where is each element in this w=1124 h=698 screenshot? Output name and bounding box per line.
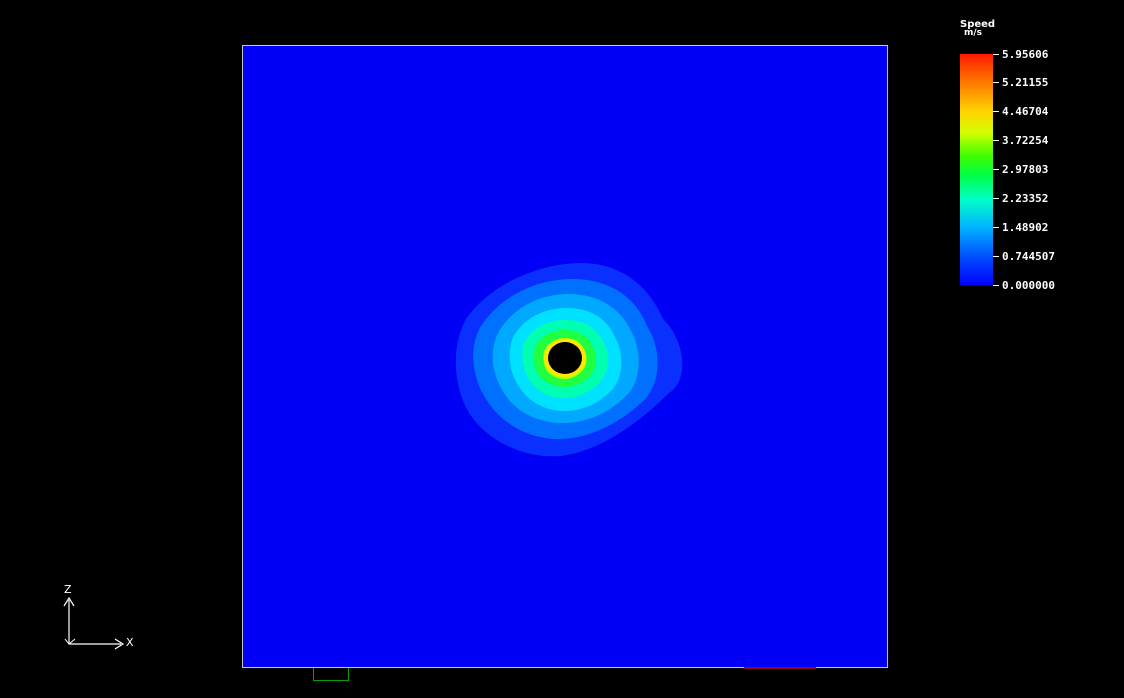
legend-unit: m/s bbox=[963, 28, 983, 38]
legend-label: 0.744507 bbox=[1002, 250, 1055, 263]
axis-triad: Z X bbox=[55, 578, 145, 658]
contour-svg bbox=[243, 46, 887, 667]
legend-label-max: 5.95606 bbox=[1002, 48, 1049, 61]
legend-label: 3.72254 bbox=[1002, 134, 1049, 147]
legend-tick bbox=[993, 227, 999, 228]
axis-triad-svg bbox=[63, 596, 125, 650]
legend-label: 1.48902 bbox=[1002, 221, 1049, 234]
legend-tick bbox=[993, 54, 999, 55]
y-axis-stub bbox=[64, 638, 76, 645]
legend-tick bbox=[993, 111, 999, 112]
legend-tick bbox=[993, 169, 999, 170]
x-axis-arrow bbox=[114, 638, 125, 650]
legend-label: 4.46704 bbox=[1002, 105, 1049, 118]
legend-label: 2.97803 bbox=[1002, 163, 1049, 176]
speed-contour-plot[interactable] bbox=[242, 45, 888, 668]
legend-label: 2.23352 bbox=[1002, 192, 1049, 205]
legend-title: Speed bbox=[960, 19, 996, 30]
legend-tick bbox=[993, 140, 999, 141]
contour-bands bbox=[455, 263, 683, 457]
legend-label: 5.21155 bbox=[1002, 76, 1049, 89]
outlet-boundary-marker bbox=[744, 667, 816, 669]
color-legend: Speed m/s 5.95606 5.21155 4.46704 3.7225… bbox=[950, 18, 1110, 298]
z-axis-arrow bbox=[63, 596, 75, 607]
inlet-boundary-marker bbox=[313, 668, 349, 681]
legend-label-min: 0.000000 bbox=[1002, 279, 1055, 292]
legend-tick bbox=[993, 256, 999, 257]
cylinder-obstacle bbox=[548, 342, 582, 374]
z-axis-label: Z bbox=[64, 583, 72, 596]
x-axis-label: X bbox=[126, 636, 134, 649]
legend-tick bbox=[993, 285, 999, 286]
legend-tick bbox=[993, 198, 999, 199]
legend-color-bar bbox=[960, 54, 993, 285]
legend-tick bbox=[993, 82, 999, 83]
